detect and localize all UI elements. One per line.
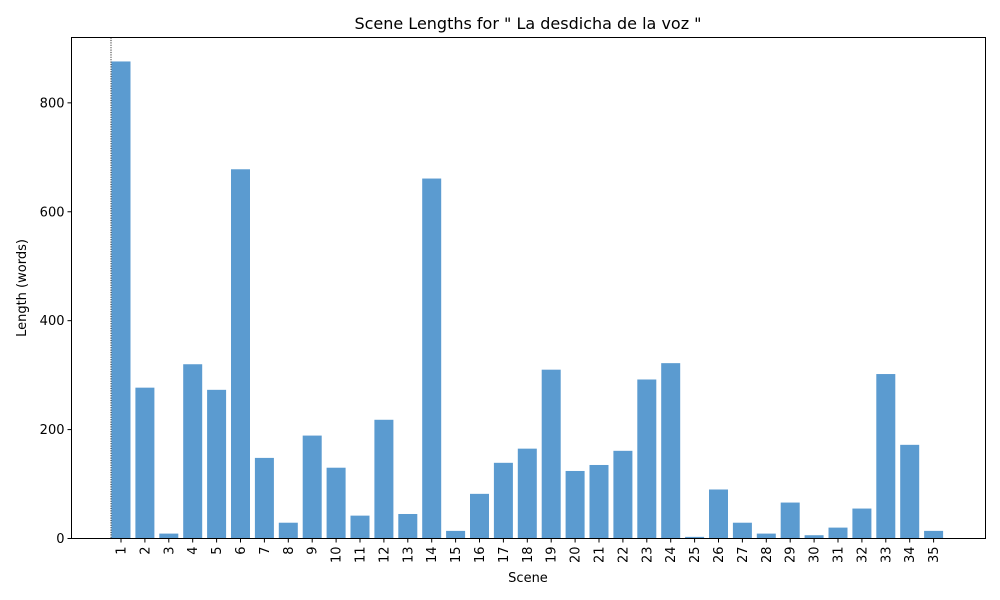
bar-scene-29 (780, 502, 800, 539)
bar-scene-34 (900, 444, 920, 539)
bar-scene-15 (446, 530, 466, 539)
x-tick-label: 14 (425, 547, 440, 564)
y-axis: 0 200 400 600 800 (40, 96, 72, 547)
bar-scene-1 (111, 61, 131, 539)
x-tick-label: 18 (521, 547, 536, 564)
x-tick-label: 17 (497, 547, 512, 564)
bar-scene-20 (565, 470, 585, 539)
x-tick-label: 2 (138, 547, 153, 555)
x-tick-label: 24 (664, 547, 679, 564)
bar-scene-28 (756, 533, 776, 539)
x-tick-label: 23 (640, 547, 655, 564)
bar-scene-11 (350, 515, 370, 539)
x-tick-label: 9 (306, 547, 321, 555)
x-axis: 1 2 3 4 5 6 7 8 9 10 11 12 13 14 15 16 17 18 19 20 21 22 23 24 2… (115, 538, 942, 564)
x-tick-label: 29 (784, 547, 799, 564)
bar-scene-17 (493, 462, 513, 539)
bar-scene-7 (254, 457, 274, 539)
bar-scene-27 (732, 522, 752, 539)
chart-title: Scene Lengths for " La desdicha de la vo… (354, 14, 701, 33)
bar-scene-3 (159, 533, 179, 539)
bar-scene-35 (924, 530, 944, 539)
bar-scene-21 (589, 464, 609, 539)
x-tick-label: 10 (330, 547, 345, 564)
x-tick-label: 28 (760, 547, 775, 564)
bar-scene-30 (804, 535, 824, 539)
bars-group (111, 61, 944, 539)
x-tick-label: 1 (115, 547, 130, 555)
x-tick-label: 5 (210, 547, 225, 555)
x-tick-label: 3 (162, 547, 177, 555)
y-tick-label: 0 (56, 532, 64, 547)
x-tick-label: 26 (712, 547, 727, 564)
bar-scene-19 (541, 369, 561, 539)
x-tick-label: 34 (903, 547, 918, 564)
x-tick-label: 4 (186, 547, 201, 555)
bar-scene-25 (685, 536, 705, 539)
x-tick-label: 32 (855, 547, 870, 564)
x-tick-label: 25 (688, 547, 703, 564)
bar-scene-13 (398, 513, 418, 539)
bar-scene-10 (326, 467, 346, 539)
bar-scene-23 (637, 379, 657, 539)
bar-scene-31 (828, 527, 848, 539)
x-tick-label: 31 (832, 547, 847, 564)
bar-scene-12 (374, 419, 394, 539)
x-tick-label: 19 (545, 547, 560, 564)
x-axis-label: Scene (508, 571, 548, 586)
x-tick-label: 12 (377, 547, 392, 564)
bar-scene-6 (231, 169, 250, 539)
x-tick-label: 35 (927, 547, 942, 564)
bar-scene-33 (876, 374, 896, 539)
y-axis-label: Length (words) (15, 239, 30, 337)
x-tick-label: 7 (258, 547, 273, 555)
bar-scene-8 (278, 522, 298, 539)
x-tick-label: 8 (282, 547, 297, 555)
y-tick-label: 200 (40, 423, 65, 438)
bar-scene-18 (517, 448, 537, 539)
x-tick-label: 21 (593, 547, 608, 564)
bar-scene-26 (709, 489, 728, 539)
y-tick-label: 600 (40, 205, 65, 220)
bar-scene-5 (207, 389, 227, 539)
y-tick-label: 400 (40, 314, 65, 329)
x-tick-label: 22 (616, 547, 631, 564)
bar-scene-14 (422, 178, 442, 539)
x-tick-label: 27 (736, 547, 751, 564)
bar-scene-2 (135, 387, 155, 539)
bar-scene-4 (183, 364, 203, 539)
x-tick-label: 13 (401, 547, 416, 564)
bar-scene-16 (470, 493, 489, 539)
bar-scene-32 (852, 508, 872, 539)
y-tick-label: 800 (40, 96, 65, 111)
bar-scene-24 (661, 363, 681, 539)
bar-scene-22 (613, 450, 633, 539)
x-tick-label: 16 (473, 547, 488, 564)
x-tick-label: 33 (879, 547, 894, 564)
bar-scene-9 (302, 435, 322, 539)
x-tick-label: 15 (449, 547, 464, 564)
x-tick-label: 6 (234, 547, 249, 555)
x-tick-label: 30 (808, 547, 823, 564)
plot-frame (71, 37, 986, 539)
x-tick-label: 20 (569, 547, 584, 564)
x-tick-label: 11 (354, 547, 369, 564)
